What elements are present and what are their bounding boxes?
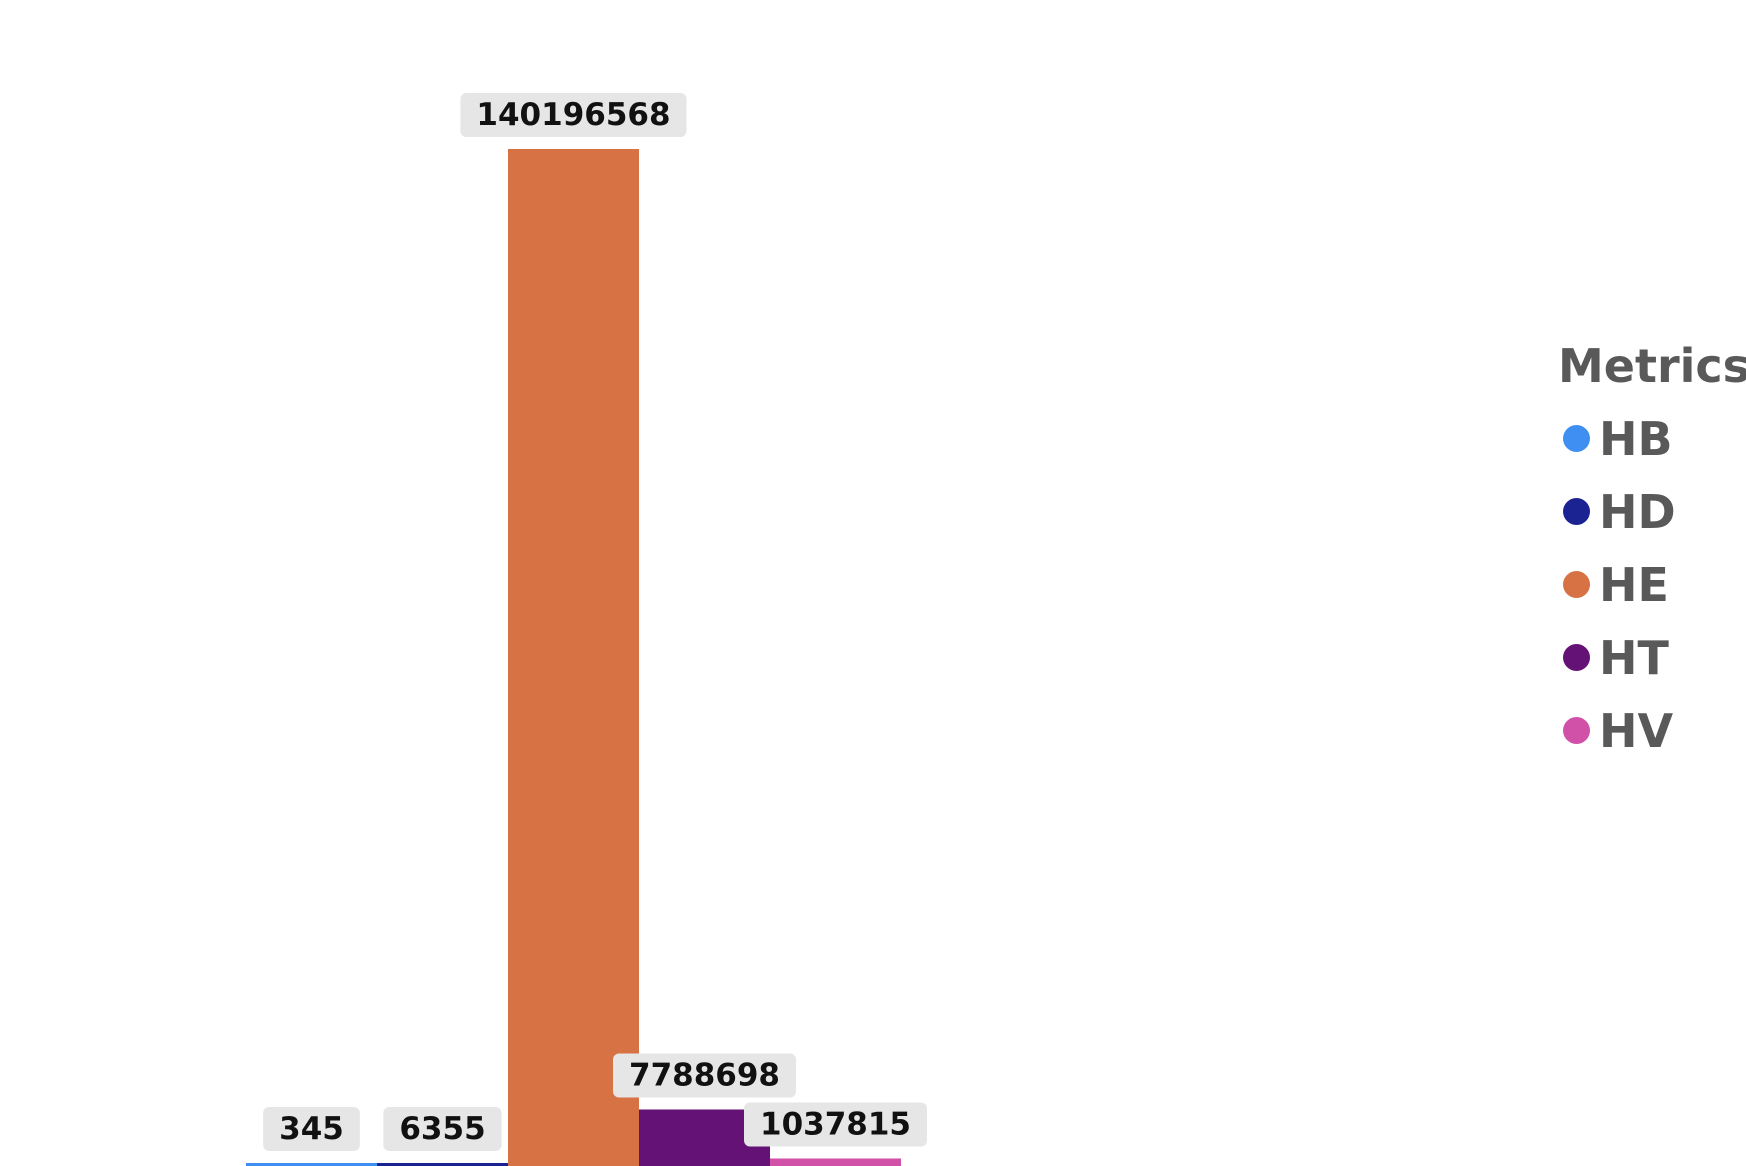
legend-label-hv: HV (1599, 703, 1674, 758)
legend-label-he: HE (1599, 557, 1669, 612)
data-label-hd: 6355 (383, 1107, 502, 1151)
data-label-box-hd (383, 1107, 502, 1151)
legend-marker-ht (1563, 644, 1590, 671)
legend-item-he[interactable]: HE (1558, 548, 1744, 621)
data-label-ht: 7788698 (613, 1053, 796, 1098)
data-label-text-hd: 6355 (399, 1111, 485, 1147)
legend: Metrics HB HD HE HT HV (1558, 338, 1746, 767)
legend-marker-hv (1563, 717, 1590, 744)
data-label-he: 140196568 (460, 93, 687, 137)
legend-label-ht: HT (1599, 630, 1669, 685)
data-label-hv: 1037815 (744, 1102, 927, 1147)
data-label-box-hv (744, 1102, 927, 1147)
legend-title: Metrics (1558, 339, 1746, 393)
legend-label-hb: HB (1599, 411, 1673, 466)
data-label-box-he (460, 93, 687, 137)
data-label-box-ht (613, 1053, 796, 1098)
bar-hd[interactable] (377, 1163, 508, 1166)
data-label-text-he: 140196568 (476, 97, 670, 133)
legend-item-hd[interactable]: HD (1558, 475, 1744, 548)
bar-he[interactable] (508, 149, 639, 1166)
legend-marker-hd (1563, 498, 1590, 525)
legend-label-hd: HD (1599, 484, 1676, 539)
legend-item-hb[interactable]: HB (1558, 402, 1744, 475)
data-label-box-hb (263, 1107, 360, 1151)
bar-hb[interactable] (246, 1163, 377, 1166)
legend-item-ht[interactable]: HT (1558, 621, 1744, 694)
data-label-text-hb: 345 (279, 1111, 344, 1147)
data-label-text-ht: 7788698 (629, 1058, 780, 1094)
data-label-hb: 345 (263, 1107, 360, 1151)
legend-marker-he (1563, 571, 1590, 598)
data-label-text-hv: 1037815 (760, 1106, 911, 1142)
bar-hv[interactable] (770, 1158, 901, 1166)
legend-marker-hb (1563, 425, 1590, 452)
legend-item-hv[interactable]: HV (1558, 694, 1744, 767)
